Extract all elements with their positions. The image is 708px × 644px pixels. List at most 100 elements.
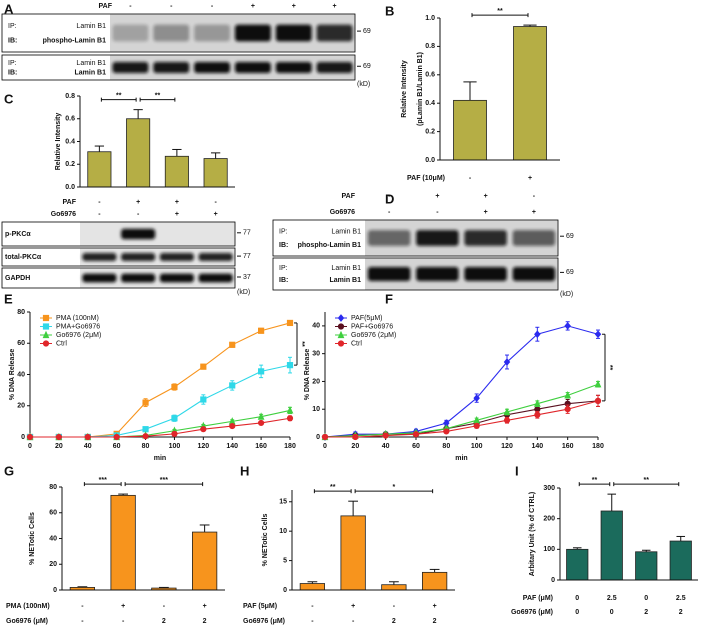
y-tick-label: 0.8	[65, 93, 75, 100]
bar	[453, 99, 487, 161]
condition-value: -	[214, 199, 217, 206]
header-value: -	[533, 193, 536, 200]
header-value: -	[388, 209, 391, 216]
point	[113, 433, 120, 441]
ip-label: IP:	[8, 23, 17, 30]
band	[153, 24, 190, 42]
band	[198, 273, 233, 283]
y-axis-label: Arbitary Unit (% of CTRL)	[529, 492, 536, 576]
header-name: PAF	[342, 193, 356, 200]
band	[234, 62, 271, 73]
y-tick-label: 80	[17, 309, 25, 316]
y-tick-label: 100	[543, 546, 555, 553]
condition-value: 2	[644, 609, 648, 616]
legend-marker	[337, 330, 345, 339]
legend-marker	[42, 340, 50, 347]
condition-value: +	[121, 603, 125, 610]
point	[286, 362, 294, 369]
bar	[600, 510, 623, 581]
ib-target: phospho-Lamin B1	[43, 37, 106, 44]
band	[121, 273, 156, 283]
point	[594, 397, 602, 404]
panel-letter: H	[240, 463, 249, 478]
y-tick-label: 40	[17, 371, 25, 378]
condition-name: Go6976	[51, 211, 76, 218]
condition-value: +	[214, 211, 218, 218]
marker-label: 37	[243, 274, 251, 281]
y-tick-label: 15	[279, 499, 287, 506]
x-tick-label: 20	[55, 443, 63, 450]
bar	[203, 158, 228, 188]
point	[142, 399, 149, 406]
point	[142, 433, 149, 440]
header-value: -	[211, 3, 214, 10]
x-tick-label: 80	[442, 443, 450, 450]
unit-label: (kD)	[357, 81, 370, 88]
bar	[513, 26, 547, 161]
panel-letter: A	[4, 1, 14, 16]
point	[171, 415, 178, 422]
header-value: +	[484, 193, 488, 200]
y-axis-label: Relative Intensity	[55, 113, 62, 171]
header-value: +	[292, 3, 296, 10]
condition-name: Go6976 (μM)	[511, 609, 553, 616]
band	[512, 230, 556, 246]
point	[564, 391, 572, 399]
point	[534, 330, 541, 339]
ip-label: IP:	[279, 228, 288, 235]
point	[200, 426, 207, 433]
point	[503, 407, 511, 416]
legend-label: Ctrl	[56, 340, 67, 347]
condition-name: Go6976 (μM)	[6, 618, 48, 625]
band	[153, 62, 190, 73]
header-value: +	[532, 209, 536, 216]
panel-letter: F	[385, 291, 393, 306]
header-value: -	[436, 209, 439, 216]
band	[367, 266, 411, 282]
bar	[669, 540, 692, 581]
point	[564, 406, 571, 413]
panel-letter: I	[515, 463, 519, 478]
blot-membrane	[80, 268, 235, 288]
x-tick-label: 160	[562, 443, 574, 450]
y-tick-label: 0.6	[65, 116, 75, 123]
y-tick-label: 10	[279, 528, 287, 535]
condition-value: 0	[575, 595, 579, 602]
band	[316, 62, 353, 73]
legend-marker	[337, 314, 345, 322]
legend-marker	[42, 314, 50, 322]
condition-value: 2.5	[676, 595, 686, 602]
y-tick-label: 20	[17, 403, 25, 410]
point	[171, 430, 178, 437]
condition-value: -	[393, 603, 396, 610]
legend-label: Go6976 (2μM)	[351, 332, 396, 339]
band	[367, 230, 411, 246]
significance-label: *	[393, 484, 396, 491]
point	[382, 432, 389, 439]
y-tick-label: 0.8	[425, 43, 435, 50]
y-tick-label: 0.2	[425, 128, 435, 135]
y-tick-label: 0	[283, 587, 287, 594]
marker-label: 77	[243, 253, 251, 260]
band	[112, 24, 149, 42]
header-value: -	[129, 3, 132, 10]
condition-value: +	[203, 603, 207, 610]
header-value: -	[388, 193, 391, 200]
condition-name: PMA (100nM)	[6, 603, 50, 610]
condition-value: -	[311, 603, 314, 610]
band	[275, 62, 312, 73]
bar	[635, 551, 658, 581]
condition-value: 2	[679, 609, 683, 616]
y-tick-label: 30	[312, 351, 320, 358]
band	[159, 253, 194, 261]
header-name: Go6976	[330, 209, 355, 216]
band	[121, 228, 156, 240]
condition-value: -	[311, 618, 314, 625]
point	[257, 412, 265, 420]
ib-target: Lamin B1	[329, 277, 361, 284]
x-axis-label: min	[154, 455, 166, 462]
bar	[110, 494, 136, 591]
condition-name: PAF	[63, 199, 77, 206]
point	[142, 426, 149, 433]
